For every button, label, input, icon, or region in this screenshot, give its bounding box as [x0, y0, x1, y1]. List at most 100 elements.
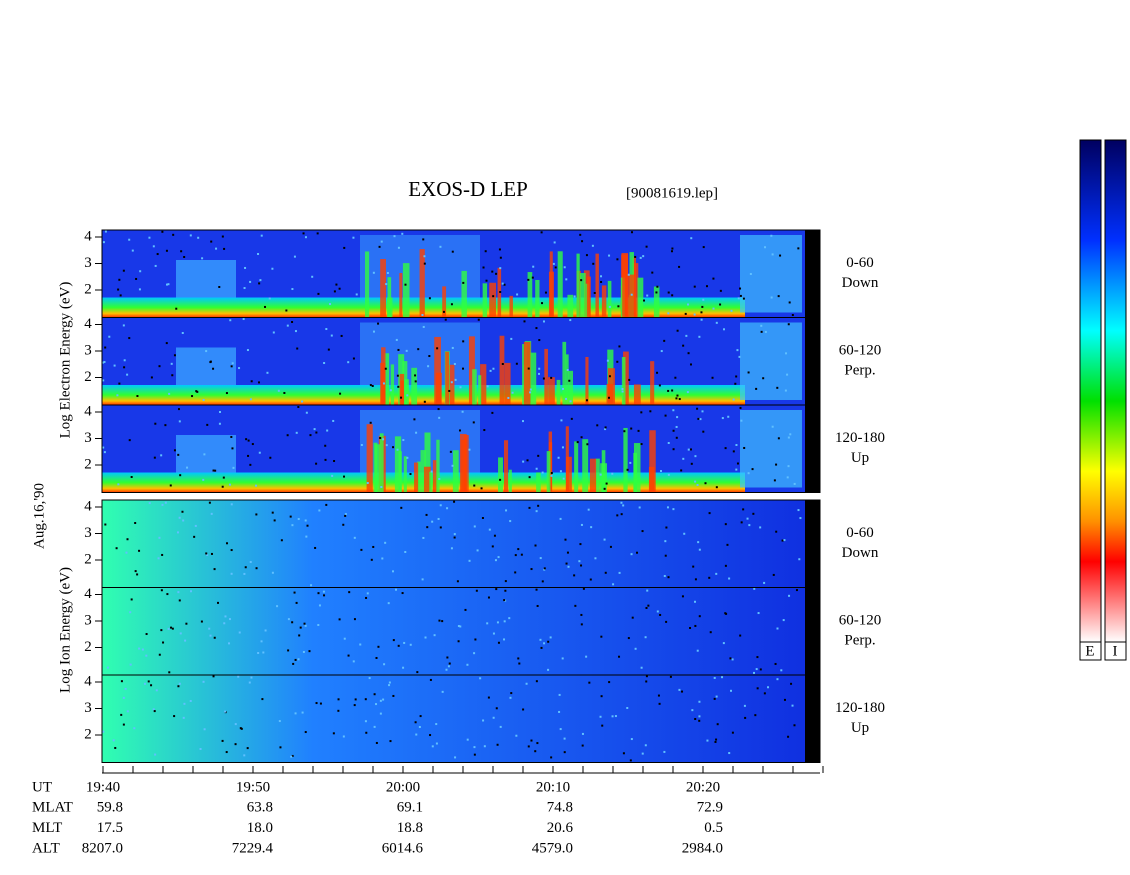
- burst: [548, 377, 555, 405]
- burst: [546, 451, 551, 493]
- noise: [617, 305, 620, 308]
- noise: [126, 373, 129, 376]
- noise: [125, 551, 128, 554]
- noise: [456, 580, 459, 583]
- row-value: 18.0: [247, 820, 273, 836]
- noise: [780, 669, 783, 672]
- noise: [667, 389, 670, 392]
- noise: [249, 398, 252, 401]
- noise: [379, 712, 382, 715]
- burst: [387, 277, 392, 318]
- noise: [375, 703, 378, 706]
- noise: [355, 293, 358, 296]
- noise: [776, 678, 779, 681]
- noise: [294, 330, 297, 333]
- noise: [421, 578, 424, 581]
- noise: [387, 602, 390, 605]
- burst: [535, 279, 540, 318]
- burst: [574, 441, 579, 493]
- noise: [669, 675, 672, 678]
- noise: [503, 283, 506, 286]
- noise: [296, 347, 299, 350]
- noise: [453, 533, 456, 536]
- noise: [544, 291, 547, 294]
- noise: [324, 444, 327, 447]
- noise: [396, 374, 399, 377]
- noise: [752, 512, 755, 515]
- burst: [566, 456, 572, 493]
- noise: [770, 234, 773, 237]
- noise: [103, 451, 106, 454]
- burst: [527, 272, 533, 318]
- noise: [117, 483, 120, 486]
- noise: [616, 258, 619, 261]
- y-tick-label: 4: [84, 403, 92, 419]
- noise: [656, 285, 659, 288]
- noise: [153, 710, 156, 713]
- noise: [255, 567, 258, 570]
- noise: [704, 482, 707, 485]
- noise: [248, 681, 251, 684]
- noise: [728, 577, 731, 580]
- noise: [196, 390, 199, 393]
- noise: [243, 572, 246, 575]
- noise: [228, 483, 231, 486]
- noise: [147, 680, 150, 683]
- noise: [344, 513, 347, 516]
- noise: [603, 487, 606, 490]
- noise: [529, 388, 532, 391]
- noise: [621, 387, 624, 390]
- noise: [308, 650, 311, 653]
- noise: [715, 738, 718, 741]
- burst: [623, 427, 628, 493]
- noise: [699, 418, 702, 421]
- burst: [414, 462, 419, 493]
- noise: [130, 598, 133, 601]
- noise: [208, 501, 211, 504]
- noise: [401, 592, 404, 595]
- noise: [701, 305, 704, 308]
- noise: [732, 398, 735, 401]
- noise: [600, 635, 603, 638]
- noise: [135, 277, 138, 280]
- noise: [167, 627, 170, 630]
- burst: [556, 379, 561, 405]
- noise: [488, 528, 491, 531]
- noise: [581, 732, 584, 735]
- noise: [251, 443, 254, 446]
- noise: [616, 360, 619, 363]
- noise: [388, 684, 391, 687]
- noise: [623, 430, 626, 433]
- noise: [117, 288, 120, 291]
- y-tick-label: 2: [84, 551, 92, 567]
- noise: [197, 236, 200, 239]
- noise: [439, 526, 442, 529]
- noise: [468, 448, 471, 451]
- row-value: 2984.0: [682, 840, 723, 856]
- noise: [637, 429, 640, 432]
- noise: [451, 346, 454, 349]
- noise: [531, 276, 534, 279]
- noise: [724, 447, 727, 450]
- noise: [759, 668, 762, 671]
- noise: [534, 544, 537, 547]
- noise: [588, 681, 591, 684]
- panel-angle: 0-60: [846, 525, 874, 541]
- noise: [489, 369, 492, 372]
- noise: [447, 665, 450, 668]
- noise: [630, 553, 633, 556]
- noise: [473, 484, 476, 487]
- noise: [644, 744, 647, 747]
- noise: [148, 502, 151, 505]
- noise: [760, 330, 763, 333]
- noise: [155, 689, 158, 692]
- noise: [352, 357, 355, 360]
- burst: [461, 270, 467, 318]
- low-energy-band: [102, 385, 745, 405]
- noise: [520, 553, 523, 556]
- noise: [788, 594, 791, 597]
- noise: [799, 517, 802, 520]
- noise: [311, 275, 314, 278]
- noise: [302, 650, 305, 653]
- noise: [667, 312, 670, 315]
